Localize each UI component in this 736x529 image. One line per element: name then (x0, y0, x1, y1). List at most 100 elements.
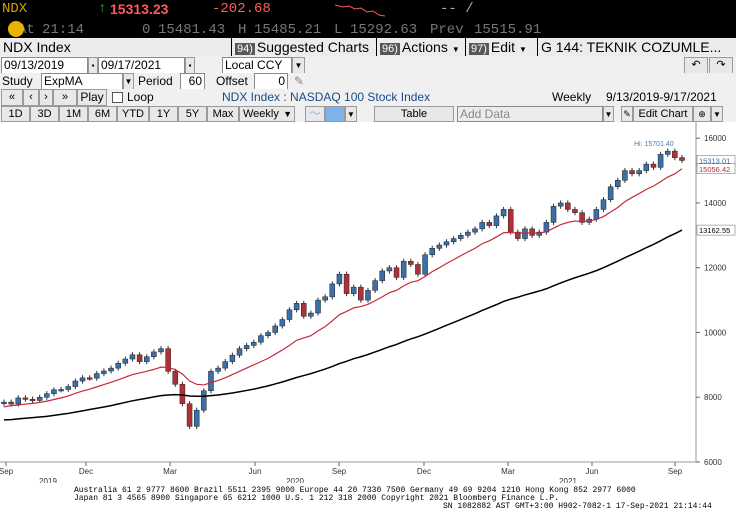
dropdown-arrow-icon[interactable]: ▼ (292, 57, 305, 74)
candle-body (557, 202, 564, 207)
candle-body (136, 354, 143, 362)
candle-body (600, 199, 607, 210)
end-date-field[interactable]: 09/17/2021 (98, 57, 185, 74)
y-tick-label: 16000 (704, 134, 727, 143)
period-1d-button[interactable]: 1D (1, 106, 30, 122)
ticker-time: 21:14 (42, 22, 85, 38)
playback-controls: « ‹ › » Play Loop NDX Index : NASDAQ 100… (0, 89, 736, 106)
up-arrow-icon: ↑ (98, 1, 107, 17)
candle-body (472, 228, 478, 233)
menu-number: 96) (380, 43, 400, 55)
candle-body (393, 267, 400, 278)
offset-input[interactable]: 0 (254, 73, 288, 90)
caret-down-icon: ▼ (519, 45, 527, 54)
dropdown-arrow-icon[interactable]: ▼ (345, 106, 357, 122)
candle-body (179, 384, 186, 404)
x-tick-label: Jun (249, 467, 262, 476)
candle-body (72, 380, 79, 387)
period-ytd-button[interactable]: YTD (117, 106, 149, 122)
table-button[interactable]: Table (374, 106, 454, 122)
start-date-field[interactable]: 09/13/2019 (1, 57, 88, 74)
candle-body (201, 390, 207, 411)
zoom-icon[interactable]: ⊕ (693, 106, 711, 122)
period-toolbar: 1D 3D 1M 6M YTD 1Y 5Y Max Weekly ▼ 〜 ▼ T… (0, 106, 736, 122)
candle-body (193, 409, 200, 427)
edit-menu[interactable]: 97) Edit ▼ (466, 38, 538, 56)
candle-body (493, 215, 500, 226)
dropdown-arrow-icon[interactable]: ▼ (123, 73, 134, 90)
candle-body (293, 303, 300, 311)
loop-label: Loop (127, 90, 154, 104)
candle-body (143, 356, 150, 362)
candle-body (129, 354, 136, 360)
security-title[interactable]: NDX Index (0, 38, 232, 56)
candle-body (615, 180, 621, 188)
candle-body (329, 283, 336, 298)
rewind-icon[interactable]: « (1, 89, 23, 106)
candle-body (229, 354, 236, 362)
candle-body (443, 241, 450, 246)
ema-slow-tag: 13162.55 (699, 226, 730, 235)
period-input[interactable]: 60 (180, 73, 205, 90)
currency-select[interactable]: Local CCY (222, 57, 292, 74)
edit-chart-button[interactable]: Edit Chart (633, 106, 693, 122)
pencil-icon[interactable]: ✎ (294, 74, 305, 88)
candle-body (607, 186, 614, 200)
actions-menu[interactable]: 96) Actions ▼ (377, 38, 466, 56)
dropdown-arrow-icon[interactable]: ▼ (711, 106, 723, 122)
candle-chart-icon[interactable] (325, 106, 345, 122)
candle-body (258, 335, 264, 343)
period-5y-button[interactable]: 5Y (178, 106, 207, 122)
pencil-icon[interactable]: ✎ (621, 106, 633, 122)
frequency-select[interactable]: Weekly ▼ (239, 106, 295, 122)
high-annotation: Hi: 15701.40 (634, 141, 674, 148)
candle-body (29, 398, 36, 401)
study-controls: Study ExpMA ▼ Period 60 Offset 0 ✎ (0, 73, 736, 91)
play-button[interactable]: Play (77, 89, 107, 106)
footer-line-3: SN 1082882 AST GMT+3:00 H902-7082-1 17-S… (443, 502, 712, 511)
loop-checkbox[interactable] (112, 92, 123, 103)
ticker-change: -202.68 (212, 1, 271, 17)
candle-body (265, 332, 271, 336)
candle-body (8, 401, 14, 405)
workspace-tab[interactable]: G 144: TEKNIK COZUMLE... (538, 38, 736, 56)
period-3d-button[interactable]: 3D (30, 106, 59, 122)
add-data-input[interactable]: Add Data (457, 106, 603, 122)
candle-body (622, 170, 628, 181)
candle-body (408, 260, 414, 265)
candle-body (400, 260, 407, 278)
candle-body (243, 345, 250, 349)
fast-forward-icon[interactable]: » (53, 89, 77, 106)
period-1m-button[interactable]: 1M (59, 106, 88, 122)
candle-body (657, 154, 664, 168)
undo-icon[interactable]: ↶ (684, 57, 708, 74)
period-1y-button[interactable]: 1Y (149, 106, 178, 122)
ema-fast-tag: 15056.42 (699, 165, 730, 174)
suggested-charts-menu[interactable]: 94) Suggested Charts (232, 38, 377, 56)
x-tick-label: Jun (586, 467, 599, 476)
calendar-icon[interactable]: ▪ (185, 57, 195, 74)
line-chart-icon[interactable]: 〜 (305, 106, 325, 122)
step-back-icon[interactable]: ‹ (23, 89, 39, 106)
period-max-button[interactable]: Max (207, 106, 239, 122)
dropdown-arrow-icon[interactable]: ▼ (603, 106, 614, 122)
price-chart[interactable]: 6000 8000 10000 12000 14000 16000 Sep Dec Mar Jun… (0, 122, 736, 486)
gauge-icon[interactable] (8, 21, 24, 37)
year-label: 2021 (559, 477, 577, 483)
candle-body (458, 235, 464, 239)
candle-body (22, 397, 29, 400)
menu-number: 97) (469, 43, 489, 55)
last-price-tag: 15313.01 (699, 156, 730, 165)
x-tick-label: Dec (417, 467, 431, 476)
y-tick-label: 6000 (704, 458, 722, 467)
x-tick-label: Sep (0, 467, 14, 476)
study-select[interactable]: ExpMA (41, 73, 123, 90)
period-6m-button[interactable]: 6M (88, 106, 117, 122)
candle-body (358, 286, 364, 301)
calendar-icon[interactable]: ▪ (88, 57, 98, 74)
candle-body (158, 348, 164, 353)
step-forward-icon[interactable]: › (39, 89, 53, 106)
chart-svg[interactable]: 6000 8000 10000 12000 14000 16000 Sep Dec Mar Jun… (0, 122, 736, 486)
caret-down-icon: ▼ (451, 45, 460, 54)
redo-icon[interactable]: ↷ (709, 57, 733, 74)
